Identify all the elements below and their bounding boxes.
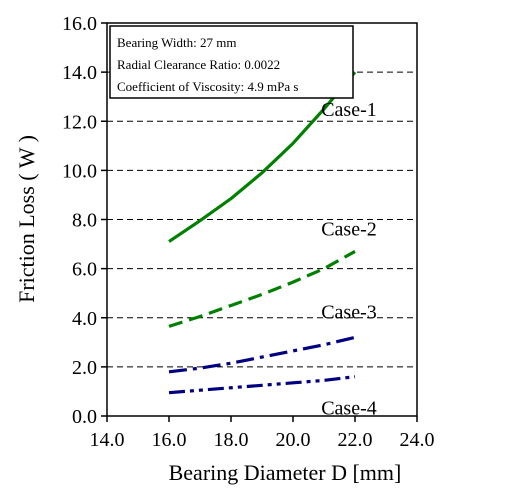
y-tick-label: 12.0 xyxy=(62,111,97,133)
x-tick-label: 16.0 xyxy=(152,429,187,451)
series-labels: Case-1 Case-2 Case-3 Case-4 xyxy=(321,99,377,420)
axis-ticks xyxy=(101,22,418,422)
series-line-case-3 xyxy=(168,335,356,374)
info-box: Bearing Width: 27 mm Radial Clearance Ra… xyxy=(109,25,354,99)
y-tick-label: 0.0 xyxy=(72,406,97,428)
x-tick-labels: 14.0 16.0 18.0 20.0 22.0 24.0 xyxy=(90,429,435,451)
y-tick-label: 14.0 xyxy=(62,62,97,84)
series-lines xyxy=(168,71,357,395)
x-tick-label: 18.0 xyxy=(214,429,249,451)
y-tick-label: 4.0 xyxy=(72,308,97,330)
series-label-case-3: Case-3 xyxy=(321,301,377,323)
x-axis-title: Bearing Diameter D [mm] xyxy=(169,460,402,485)
series-label-case-1: Case-1 xyxy=(321,99,377,121)
y-tick-label: 6.0 xyxy=(72,259,97,281)
series-line-case-1 xyxy=(168,71,357,243)
y-tick-labels: 0.0 2.0 4.0 6.0 8.0 10.0 12.0 14.0 16.0 xyxy=(62,13,97,428)
info-radial-clearance: Radial Clearance Ratio: 0.0022 xyxy=(117,57,280,72)
x-tick-label: 14.0 xyxy=(90,429,125,451)
x-tick-label: 22.0 xyxy=(338,429,373,451)
x-tick-label: 24.0 xyxy=(400,429,435,451)
y-tick-label: 16.0 xyxy=(62,13,97,35)
series-label-case-4: Case-4 xyxy=(321,398,377,420)
series-label-case-2: Case-2 xyxy=(321,218,377,240)
y-tick-label: 10.0 xyxy=(62,160,97,182)
series-line-case-4 xyxy=(168,375,356,395)
info-box-frame xyxy=(109,25,354,99)
y-tick-label: 2.0 xyxy=(72,357,97,379)
y-tick-label: 8.0 xyxy=(72,210,97,232)
info-bearing-width: Bearing Width: 27 mm xyxy=(117,35,236,50)
y-axis-title: Friction Loss ( W ) xyxy=(14,135,39,303)
x-tick-label: 20.0 xyxy=(276,429,311,451)
info-viscosity: Coefficient of Viscosity: 4.9 mPa s xyxy=(117,79,298,94)
series-line-case-2 xyxy=(168,250,356,328)
